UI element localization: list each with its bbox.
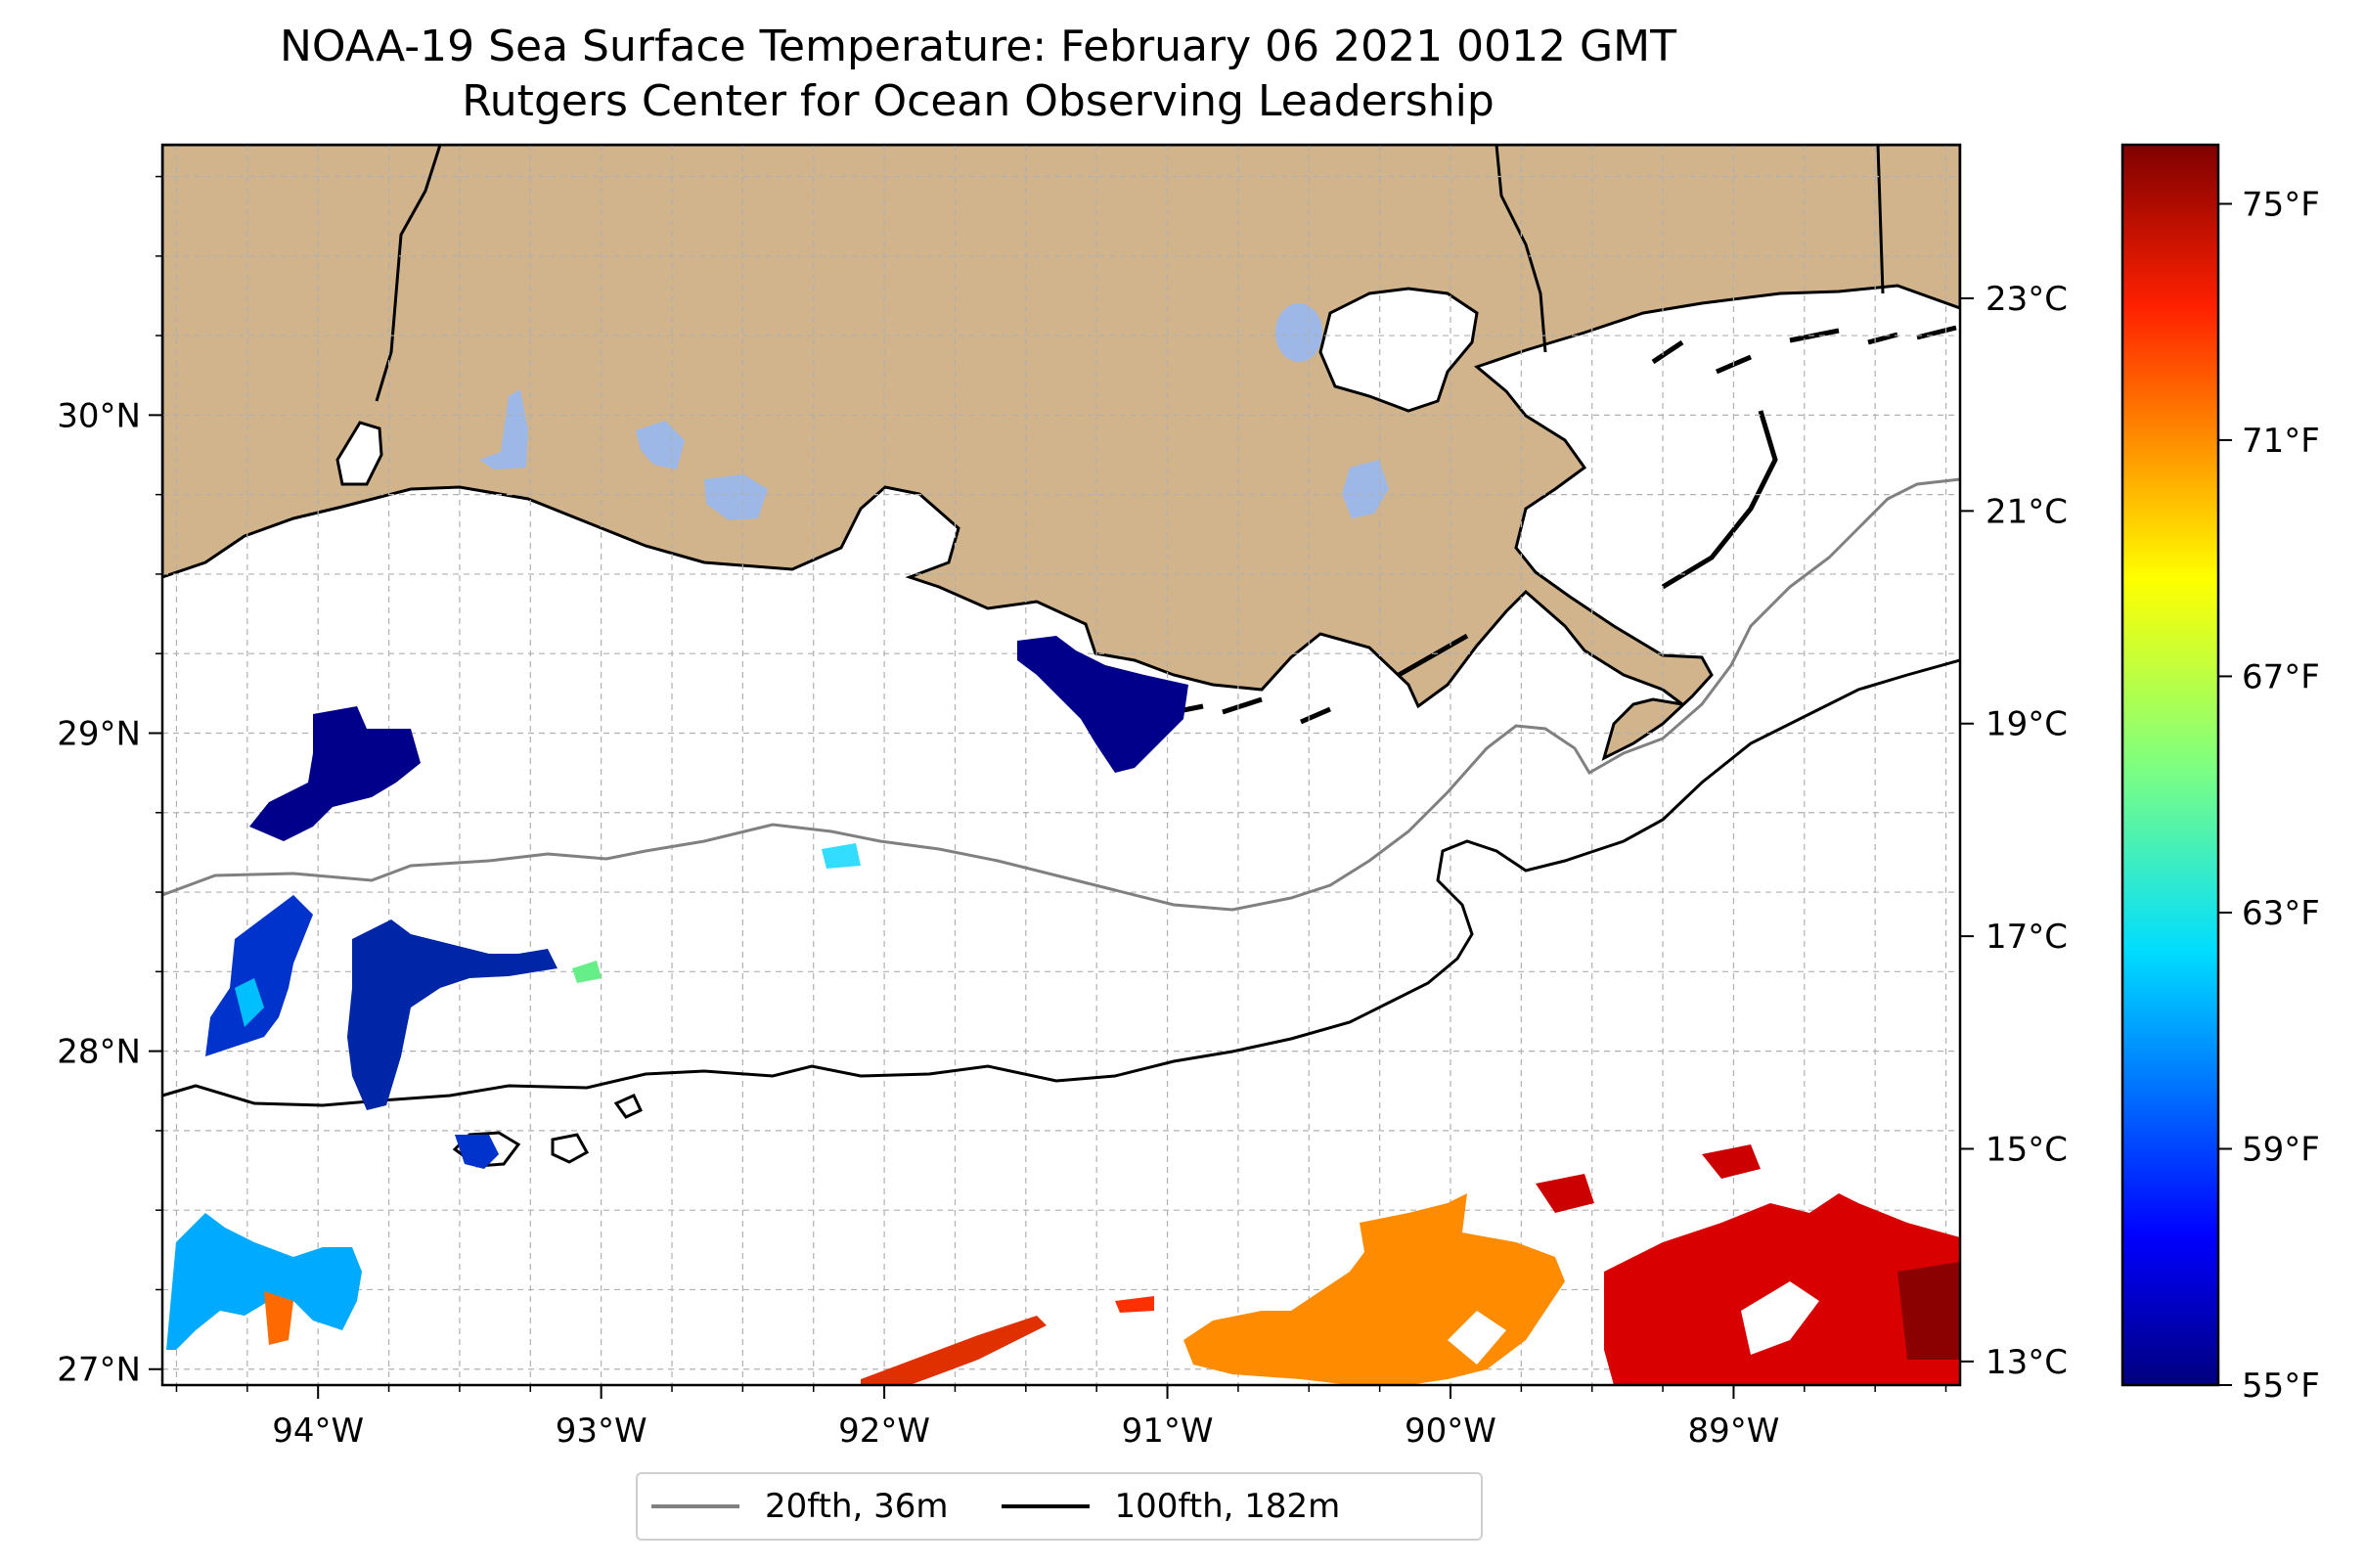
land-louisiana xyxy=(162,145,1960,761)
sst-patch-cold-west xyxy=(249,706,421,841)
legend-line-100fth xyxy=(1001,1504,1090,1508)
sst-patch-small-1 xyxy=(455,1135,499,1169)
sst-patch-hole-1 xyxy=(1448,1311,1506,1365)
colorbar-label-f: 55°F xyxy=(2242,1366,2320,1406)
sst-patch-hole-2 xyxy=(1741,1281,1819,1355)
tick-label-lon: 94°W xyxy=(272,1411,364,1451)
sst-patch-cyan-2 xyxy=(822,843,861,869)
legend-item-20fth: 20fth, 36m xyxy=(651,1487,949,1526)
colorbar-label-f: 59°F xyxy=(2242,1130,2320,1169)
colorbar-label-f: 71°F xyxy=(2242,422,2320,461)
tick-label-lat: 27°N xyxy=(57,1351,141,1390)
sst-patch-warm-east-dark xyxy=(1897,1262,1960,1360)
colorbar-ticks: 75°F 71°F 67°F 63°F 59°F 55°F 23°C 21°C 19°C 17°C… xyxy=(1960,185,2320,1406)
tick-label-lon: 90°W xyxy=(1405,1411,1496,1451)
gridlines xyxy=(162,145,1960,1385)
isobath-100fth xyxy=(162,658,1960,1107)
map-axes: 94°W 93°W 92°W 91°W 90°W 89°W 30°N 29°N 28°N 27°N xyxy=(57,175,1947,1451)
colorbar-label-c: 19°C xyxy=(1986,705,2068,744)
sst-patch-warm-sw xyxy=(861,1316,1047,1385)
legend-line-20fth xyxy=(651,1504,739,1508)
tick-label-lon: 93°W xyxy=(556,1411,647,1451)
tick-label-lon: 91°W xyxy=(1122,1411,1214,1451)
colorbar-label-c: 13°C xyxy=(1986,1343,2068,1382)
tick-label-lon: 89°W xyxy=(1687,1411,1779,1451)
tick-label-lat: 29°N xyxy=(57,714,141,753)
legend-label-20fth: 20fth, 36m xyxy=(765,1487,949,1526)
colorbar-label-c: 17°C xyxy=(1986,918,2068,957)
sst-patch-sw-warm xyxy=(264,1291,293,1345)
sst-patch-cold-center xyxy=(347,919,558,1110)
tick-label-lat: 30°N xyxy=(57,396,141,435)
lake-salvador xyxy=(1342,460,1389,518)
tick-label-lon: 92°W xyxy=(838,1411,930,1451)
sst-patch-warm-red-1 xyxy=(1536,1174,1594,1213)
lake-calcasieu xyxy=(335,421,383,486)
title-line-1: NOAA-19 Sea Surface Temperature: Februar… xyxy=(280,22,1676,71)
lake-grand-marais xyxy=(704,474,768,520)
legend-label-100fth: 100fth, 182m xyxy=(1114,1487,1341,1526)
map-frame xyxy=(160,143,1962,1387)
sst-patch-sw xyxy=(166,1213,362,1350)
sst-patch-cold-coastal xyxy=(1017,636,1188,773)
sst-patch-warm-red-2 xyxy=(1702,1144,1761,1179)
lake-maurepas xyxy=(1275,303,1322,362)
sst-data xyxy=(166,636,1960,1385)
lake-pontchartrain xyxy=(1318,287,1479,413)
state-border-mississippi-alabama xyxy=(1876,145,1885,294)
colorbar-label-f: 63°F xyxy=(2242,894,2320,933)
map-area xyxy=(162,145,1960,1385)
colorbar-label-f: 75°F xyxy=(2242,185,2320,224)
state-border-mississippi-louisiana xyxy=(1495,145,1547,353)
tick-label-lat: 28°N xyxy=(57,1033,141,1072)
title-line-2: Rutgers Center for Ocean Observing Leade… xyxy=(462,76,1495,126)
sst-patch-green xyxy=(572,961,602,983)
sst-patch-cold-mid xyxy=(205,895,313,1056)
sst-patch-warm-small xyxy=(1115,1296,1154,1313)
colorbar-label-c: 23°C xyxy=(1986,280,2068,319)
colorbar xyxy=(2120,143,2220,1387)
isobath-20fth xyxy=(162,477,1960,912)
colorbar-label-c: 15°C xyxy=(1986,1130,2068,1169)
colorbar-label-c: 21°C xyxy=(1986,492,2068,531)
legend-item-100fth: 100fth, 182m xyxy=(1001,1487,1341,1526)
colorbar-label-f: 67°F xyxy=(2242,657,2320,696)
sst-patch-cyan-1 xyxy=(235,978,264,1027)
lake-grand xyxy=(479,389,528,470)
chart-title: NOAA-19 Sea Surface Temperature: Februar… xyxy=(0,20,1956,129)
legend: 20fth, 36m 100fth, 182m xyxy=(636,1472,1483,1541)
